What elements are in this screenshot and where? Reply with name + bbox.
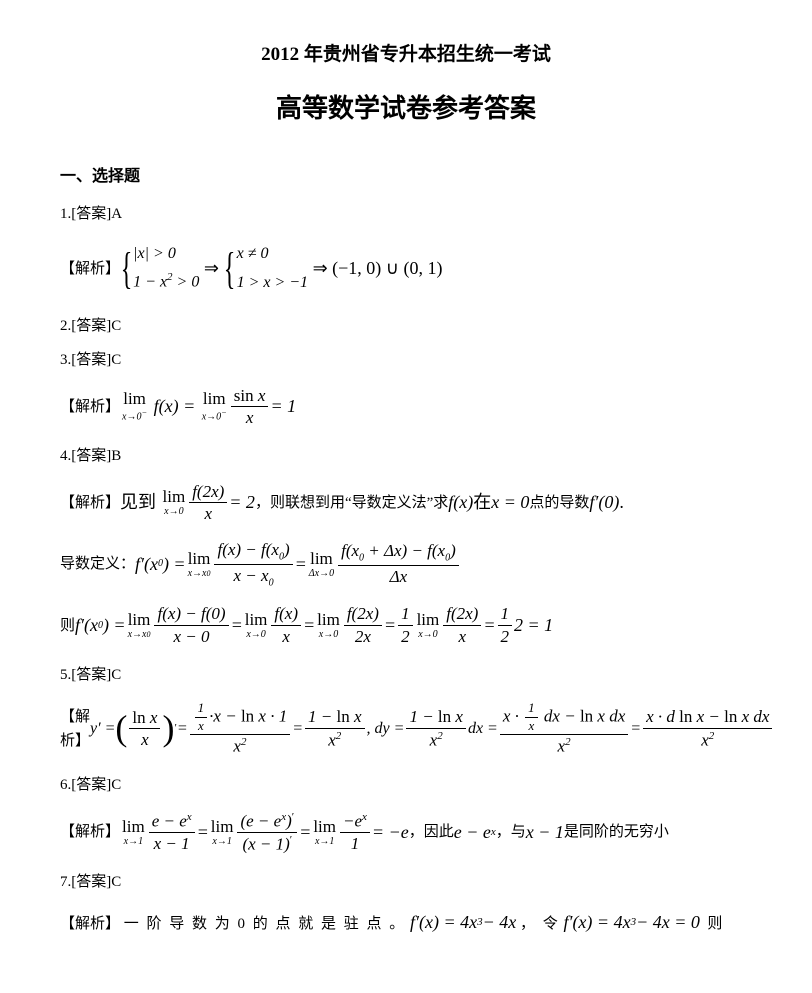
q7-text3: 则 xyxy=(707,916,724,932)
q3-explain: 【解析】 limx→0− f(x) = limx→0− sin xx = 1 xyxy=(60,386,752,428)
q5-answer: 5.[答案]C xyxy=(60,663,752,687)
q2-answer: 2.[答案]C xyxy=(60,314,752,338)
q6-explain: 【解析】 limx→1 e − exx − 1 = limx→1 (e − ex… xyxy=(60,811,752,854)
q1-explain: 【解析】 { |x| > 0 1 − x2 > 0 ⇒ { x ≠ 0 1 > … xyxy=(60,240,752,298)
q6-tail3: 是同阶的无穷小 xyxy=(564,820,669,844)
q4-defn-label: 导数定义： xyxy=(60,552,135,576)
q4-answer: 4.[答案]B xyxy=(60,444,752,468)
section-selected-title: 一、选择题 xyxy=(60,164,752,190)
q5-explain: 【解析】 y′ = ( ln xx )′ = 1x·x − ln x · 1 x… xyxy=(60,701,752,757)
q6-tail: ，因此 xyxy=(409,820,454,844)
q7-tag: 【解析】 xyxy=(60,912,120,936)
q7-text2: ， 令 xyxy=(520,916,560,932)
q5-tag: 【解析】 xyxy=(60,705,90,753)
q3-tag: 【解析】 xyxy=(60,395,120,419)
q4-text-mid2: 点的导数 xyxy=(529,491,589,515)
q6-tag: 【解析】 xyxy=(60,820,120,844)
page-title-1: 2012 年贵州省专升本招生统一考试 xyxy=(60,40,752,70)
q4-text-mid: ，则联想到用“导数定义法”求 xyxy=(255,491,448,515)
q4-defn: 导数定义： f′(x0) = limx→x0 f(x) − f(x0)x − x… xyxy=(60,540,752,589)
q4-then-label: 则 xyxy=(60,614,75,638)
q6-answer: 6.[答案]C xyxy=(60,773,752,797)
q3-answer: 3.[答案]C xyxy=(60,348,752,372)
q4-tag: 【解析】 xyxy=(60,491,120,515)
q1-answer: 1.[答案]A xyxy=(60,202,752,226)
q4-explain-1: 【解析】 见到 limx→0 f(2x)x = 2 ，则联想到用“导数定义法”求… xyxy=(60,482,752,524)
q4-then: 则 f′(x0) = limx→x0 f(x) − f(0)x − 0 = li… xyxy=(60,604,752,646)
page-title-2: 高等数学试卷参考答案 xyxy=(60,88,752,130)
q7-explain: 【解析】 一 阶 导 数 为 0 的 点 就 是 驻 点 。 f′(x) = 4… xyxy=(60,908,752,937)
q7-text1: 一 阶 导 数 为 0 的 点 就 是 驻 点 。 xyxy=(124,916,407,932)
q7-answer: 7.[答案]C xyxy=(60,870,752,894)
q1-tag: 【解析】 xyxy=(60,257,120,281)
q6-tail2: ，与 xyxy=(496,820,526,844)
